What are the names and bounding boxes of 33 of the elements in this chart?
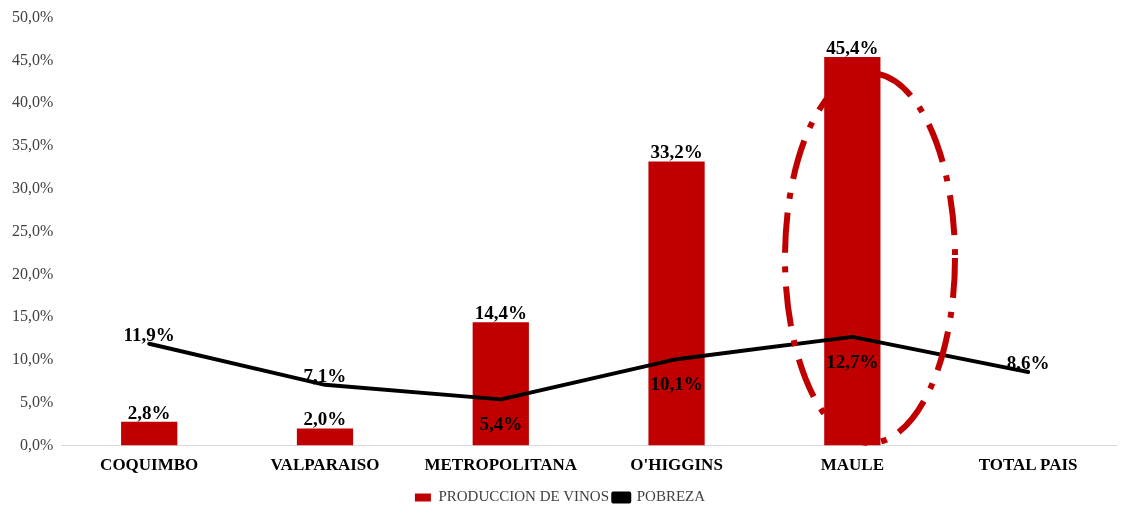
bar bbox=[121, 421, 178, 446]
bar bbox=[472, 322, 529, 446]
x-tick-label: METROPOLITANA bbox=[424, 455, 578, 475]
y-tick-label: 45,0% bbox=[12, 50, 54, 68]
legend-label: POBREZA bbox=[636, 488, 706, 505]
data-label: 5,4% bbox=[479, 413, 523, 435]
legend-label: PRODUCCION DE VINOS bbox=[438, 488, 609, 505]
x-tick-label: O'HIGGINS bbox=[630, 455, 723, 475]
x-tick-label: COQUIMBO bbox=[100, 455, 199, 475]
y-tick-label: 35,0% bbox=[12, 136, 54, 154]
y-tick-label: 25,0% bbox=[12, 221, 54, 239]
data-label: 33,2% bbox=[650, 141, 703, 163]
data-label: 2,8% bbox=[127, 401, 171, 423]
y-tick-label: 20,0% bbox=[12, 264, 54, 282]
data-label: 2,0% bbox=[303, 408, 347, 430]
bar bbox=[824, 56, 881, 446]
data-label: 11,9% bbox=[123, 323, 175, 345]
data-label: 12,7% bbox=[826, 350, 879, 372]
data-label: 14,4% bbox=[474, 302, 527, 324]
y-tick-label: 0,0% bbox=[20, 435, 54, 453]
x-tick-label: VALPARAISO bbox=[270, 455, 380, 475]
x-tick-label: MAULE bbox=[820, 455, 884, 475]
y-tick-label: 5,0% bbox=[20, 393, 54, 410]
y-tick-label: 40,0% bbox=[12, 93, 54, 111]
x-tick-label: TOTAL PAIS bbox=[978, 455, 1078, 475]
data-label: 45,4% bbox=[826, 36, 879, 58]
y-tick-label: 15,0% bbox=[12, 307, 54, 325]
data-label: 10,1% bbox=[650, 373, 703, 395]
bar bbox=[296, 428, 354, 446]
y-tick-label: 30,0% bbox=[12, 179, 54, 196]
y-tick-label: 50,0% bbox=[12, 7, 54, 25]
bar bbox=[648, 161, 705, 446]
y-tick-label: 10,0% bbox=[12, 350, 54, 368]
